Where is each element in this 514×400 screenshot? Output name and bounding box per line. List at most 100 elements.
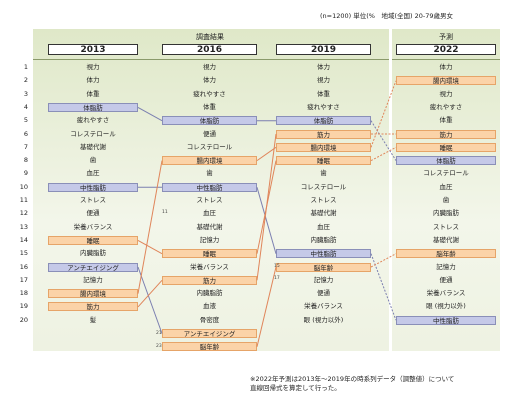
ranking-cell: 筋力 [396,129,496,139]
rank-change-line [370,253,397,268]
ranking-cell: 中性脂肪 [162,182,257,192]
ranking-cell: 眼 (視力以外) [303,315,344,324]
prediction-header: 予測 [439,33,453,41]
rank-number: 14 [19,235,28,244]
ranking-cell: 基礎代謝 [310,209,337,218]
ranking-cell: 栄養バランス [304,302,343,311]
ranking-cell: 骨密度 [199,315,220,324]
rank-change-line [370,120,397,161]
rank-number: 11 [19,196,28,204]
ranking-cell: ストレス [80,196,106,204]
ranking-cell: 歯 [320,169,327,178]
rank-change-line [137,160,163,294]
ranking-cell: 便通 [317,289,330,298]
rank-number: 15 [19,249,28,258]
rank-number: 13 [19,222,28,231]
ranking-cell: 中性脂肪 [396,315,496,325]
ranking-cell: 腸内環境 [48,289,138,299]
ranking-cell: 疲れやすさ [193,89,226,98]
ranking-cell: 体重 [317,89,330,98]
ranking-cell: 便通 [439,275,453,284]
ranking-cell: 睡眠 [276,156,371,166]
rank-number: 20 [19,315,28,324]
rank-label-2016-extra: 21 [156,331,162,336]
rank-change-line [256,187,277,254]
rank-number: 6 [23,129,28,138]
ranking-cell: 睡眠 [48,235,138,245]
rank-number: 18 [19,289,28,298]
rank-number: 3 [23,89,28,98]
rank-change-line [370,80,397,148]
rank-change-line [256,266,277,347]
rank-number: 1 [23,63,28,71]
ranking-cell: 基礎代謝 [196,222,223,231]
ranking-cell: 血圧 [439,182,453,191]
ranking-cell: 記憶力 [313,275,334,284]
rank-number: 5 [23,116,28,125]
ranking-cell: コレステロール [423,169,469,178]
ranking-cell: 記憶力 [83,275,103,284]
ranking-cell: 疲れやすさ [76,116,110,125]
rank-change-line [137,279,163,308]
ranking-cell: 内臓脂肪 [196,289,223,298]
rank-number: 12 [19,209,28,218]
rank-number: 4 [23,102,28,111]
ranking-cell: 睡眠 [396,142,496,152]
ranking-cell: 睡眠 [162,249,257,259]
ranking-cell: 視力 [203,63,216,71]
ranking-cell: 栄養バランス [73,222,113,231]
rank-label-2019-extra: 15 [274,264,280,269]
ranking-cell: 中性脂肪 [276,249,371,259]
ranking-cell: 筋力 [162,275,257,285]
ranking-cell: 髪 [89,315,97,324]
ranking-cell: 歯 [206,169,213,178]
rank-number: 2 [23,76,28,85]
ranking-cell: 歯 [89,156,97,165]
ranking-cell: 脳年齢 [162,342,257,352]
ranking-cell: 筋力 [276,129,371,139]
rank-change-line [370,146,397,162]
rank-number: 8 [23,156,28,165]
ranking-cell: 体力 [317,63,330,71]
ranking-cell: 視力 [439,89,453,98]
ranking-cell: 体力 [203,76,216,85]
ranking-cell: 腸内環境 [162,156,257,166]
ranking-cell: 便通 [86,209,100,218]
rank-number: 7 [23,142,28,151]
ranking-cell: 内臓脂肪 [433,209,459,218]
rank-number: 19 [19,302,28,311]
ranking-cell: 体力 [439,63,453,71]
ranking-cell: 基礎代謝 [80,142,106,151]
ranking-cell: 視力 [86,63,100,71]
footnote-line-2: 直線回帰式を算定して行った。 [250,384,341,392]
rank-change-line [137,106,163,122]
ranking-cell: コレステロール [70,129,116,138]
rank-number: 9 [23,169,28,178]
ranking-cell: 視力 [317,76,330,85]
ranking-cell: 眼 (視力以外) [426,302,466,311]
ranking-cell: 疲れやすさ [429,102,463,111]
ranking-cell: 栄養バランス [190,262,229,271]
rank-number: 16 [19,262,28,271]
ranking-cell: 基礎代謝 [433,235,459,244]
rank-label-2016-extra: 23 [156,344,162,350]
ranking-cell: 体脂肪 [48,102,138,112]
ranking-cell: 体脂肪 [162,116,257,126]
ranking-cell: 内臓脂肪 [80,249,106,258]
ranking-cell: 便通 [203,129,216,138]
ranking-cell: 記憶力 [436,262,456,271]
ranking-cell: 体重 [203,102,216,111]
year-header-2013: 2013 [48,44,138,55]
ranking-cell: アンチエイジング [48,262,138,272]
ranking-cell: 血圧 [86,169,100,178]
year-header-2022: 2022 [396,44,496,55]
ranking-cell: 栄養バランス [426,289,466,298]
ranking-cell: ストレス [310,196,337,204]
ranking-cell: 中性脂肪 [48,182,138,192]
ranking-cell: 体力 [86,76,100,85]
year-header-2016: 2016 [162,44,257,55]
rank-number: 17 [19,275,28,284]
divider-line [392,59,500,60]
ranking-cell: 疲れやすさ [307,102,340,111]
